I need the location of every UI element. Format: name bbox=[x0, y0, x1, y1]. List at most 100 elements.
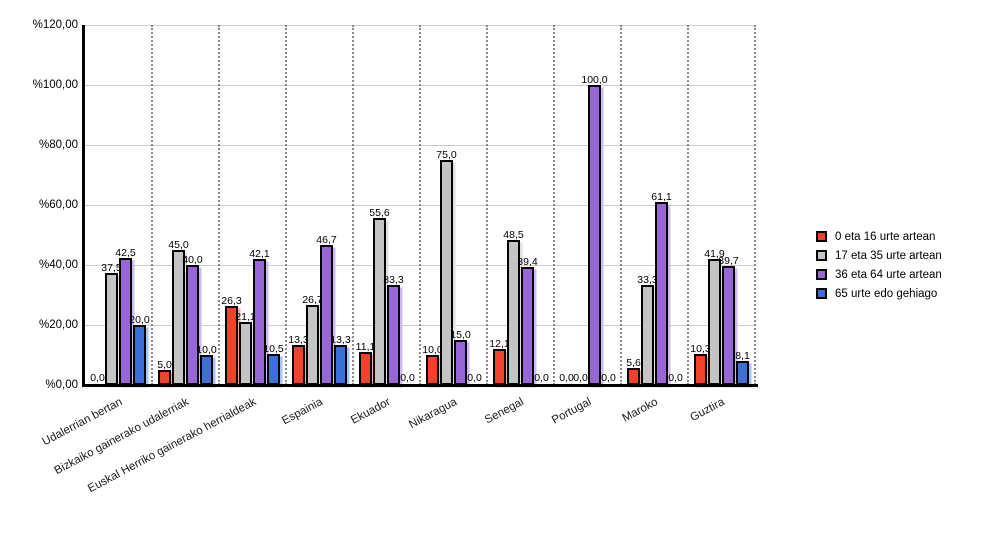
y-axis-tick-label: %100,00 bbox=[32, 79, 78, 91]
bar-group-5: 11,1 55,6 33,3 0,0 bbox=[353, 25, 420, 385]
legend-label: 17 eta 35 urte artean bbox=[835, 249, 942, 262]
value-label: 11,1 bbox=[355, 340, 376, 353]
value-label: 0,0 bbox=[573, 372, 588, 384]
value-label: 41,9 bbox=[704, 248, 725, 261]
x-axis-category-label: Nikaragua bbox=[407, 396, 460, 432]
value-label: 61,1 bbox=[651, 190, 672, 203]
bar-group-8: 0,0 0,0 100,0 0,0 bbox=[554, 25, 621, 385]
bar-series1-cat9: 5,6 bbox=[626, 357, 641, 385]
value-label: 75,0 bbox=[436, 149, 457, 161]
value-label: 0,0 bbox=[400, 372, 415, 384]
legend-swatch bbox=[816, 250, 827, 261]
value-label: 26,3 bbox=[221, 295, 242, 308]
v-gridline bbox=[352, 25, 354, 385]
bar-series2-cat9: 33,3 bbox=[637, 274, 658, 385]
value-label: 100,0 bbox=[581, 74, 608, 86]
bar-series4-cat3: 10,5 bbox=[263, 343, 284, 385]
bar-series3-cat7: 39,4 bbox=[517, 256, 538, 385]
value-label: 5,0 bbox=[157, 359, 172, 371]
v-gridline bbox=[285, 25, 287, 385]
bar-group-2: 5,0 45,0 40,0 10,0 bbox=[152, 25, 219, 385]
value-label: 13,3 bbox=[330, 334, 351, 347]
bar-series4-cat2: 10,0 bbox=[196, 344, 217, 385]
value-label: 10,0 bbox=[196, 344, 217, 356]
value-label: 0,0 bbox=[668, 372, 683, 384]
bar-series2-cat10: 41,9 bbox=[704, 248, 725, 385]
v-gridline bbox=[687, 25, 689, 385]
bar-series2-cat5: 55,6 bbox=[369, 207, 390, 385]
bar-series4-cat10: 8,1 bbox=[735, 350, 750, 385]
value-label: 40,0 bbox=[182, 254, 203, 266]
legend-swatch bbox=[816, 269, 827, 280]
legend: 0 eta 16 urte artean 17 eta 35 urte artea… bbox=[816, 227, 942, 303]
legend-swatch bbox=[816, 231, 827, 242]
bar-series4-cat1: 20,0 bbox=[129, 314, 150, 385]
value-label: 55,6 bbox=[369, 207, 390, 220]
value-label: 0,0 bbox=[534, 372, 549, 384]
value-label: 0,0 bbox=[601, 372, 616, 384]
bar-series1-cat4: 13,3 bbox=[288, 334, 309, 385]
value-label: 33,3 bbox=[637, 274, 658, 287]
bar-series3-cat2: 40,0 bbox=[182, 254, 203, 385]
value-label: 15,0 bbox=[450, 329, 471, 341]
y-axis-tick-label: %60,00 bbox=[38, 199, 78, 211]
bar-series1-cat3: 26,3 bbox=[221, 295, 242, 385]
bar-series1-cat6: 10,0 bbox=[422, 344, 443, 385]
legend-item-4: 65 urte edo gehiago bbox=[816, 284, 942, 303]
legend-label: 0 eta 16 urte artean bbox=[835, 230, 936, 243]
v-gridline bbox=[620, 25, 622, 385]
bar-series3-cat3: 42,1 bbox=[249, 248, 270, 385]
bar-series2-cat1: 37,5 bbox=[101, 262, 122, 385]
value-label: 5,6 bbox=[626, 357, 641, 370]
value-label: 8,1 bbox=[735, 349, 750, 362]
legend-label: 36 eta 64 urte artean bbox=[835, 268, 942, 281]
legend-label: 65 urte edo gehiago bbox=[835, 287, 938, 300]
x-axis-category-label: Maroko bbox=[620, 396, 661, 425]
bar-series3-cat6: 15,0 bbox=[450, 329, 471, 385]
value-label: 21,1 bbox=[235, 310, 256, 323]
bar-series1-cat10: 10,3 bbox=[690, 343, 711, 385]
y-axis-tick-label: %0,00 bbox=[45, 379, 78, 391]
value-label: 10,5 bbox=[263, 342, 284, 355]
v-gridline bbox=[419, 25, 421, 385]
value-label: 0,0 bbox=[559, 372, 574, 384]
bar-group-3: 26,3 21,1 42,1 10,5 bbox=[219, 25, 286, 385]
v-gridline bbox=[754, 25, 756, 385]
value-label: 48,5 bbox=[503, 228, 524, 241]
legend-swatch bbox=[816, 288, 827, 299]
value-label: 0,0 bbox=[467, 372, 482, 384]
bar-series3-cat9: 61,1 bbox=[651, 191, 672, 385]
value-label: 10,3 bbox=[690, 343, 711, 356]
value-label: 39,4 bbox=[517, 255, 538, 268]
bar-series2-cat2: 45,0 bbox=[168, 239, 189, 385]
value-label: 10,0 bbox=[422, 344, 443, 356]
x-axis-category-label: Guztira bbox=[688, 396, 728, 425]
bar-group-7: 12,1 48,5 39,4 0,0 bbox=[487, 25, 554, 385]
value-label: 20,0 bbox=[129, 314, 150, 326]
value-label: 39,7 bbox=[718, 254, 739, 267]
value-label: 26,7 bbox=[302, 293, 323, 306]
value-label: 13,3 bbox=[288, 334, 309, 347]
x-axis-category-label: Espainia bbox=[280, 396, 326, 428]
bar-group-1: 0,0 37,5 42,5 20,0 bbox=[85, 25, 152, 385]
bar-series2-cat4: 26,7 bbox=[302, 294, 323, 385]
v-gridline bbox=[151, 25, 153, 385]
legend-item-3: 36 eta 64 urte artean bbox=[816, 265, 942, 284]
bar-series4-cat4: 13,3 bbox=[330, 334, 351, 385]
y-axis-tick-label: %120,00 bbox=[32, 19, 78, 31]
value-label: 42,1 bbox=[249, 247, 270, 260]
bar-series3-cat8: 100,0 bbox=[581, 74, 608, 385]
bar-series1-cat7: 12,1 bbox=[489, 338, 510, 385]
bar-group-9: 5,6 33,3 61,1 0,0 bbox=[621, 25, 688, 385]
bar-series3-cat5: 33,3 bbox=[383, 274, 404, 385]
bar-series3-cat10: 39,7 bbox=[718, 255, 739, 385]
y-axis-tick-label: %40,00 bbox=[38, 259, 78, 271]
legend-item-1: 0 eta 16 urte artean bbox=[816, 227, 942, 246]
x-axis-category-label: Portugal bbox=[549, 396, 594, 427]
value-label: 33,3 bbox=[383, 274, 404, 287]
plot-area: 0,0 37,5 42,5 20,0 5,0 45,0 40,0 10,0 26,3 21,1 42… bbox=[85, 25, 756, 385]
x-axis-category-label: Senegal bbox=[483, 396, 527, 427]
bar-group-6: 10,0 75,0 15,0 0,0 bbox=[420, 25, 487, 385]
bar-group-4: 13,3 26,7 46,7 13,3 bbox=[286, 25, 353, 385]
